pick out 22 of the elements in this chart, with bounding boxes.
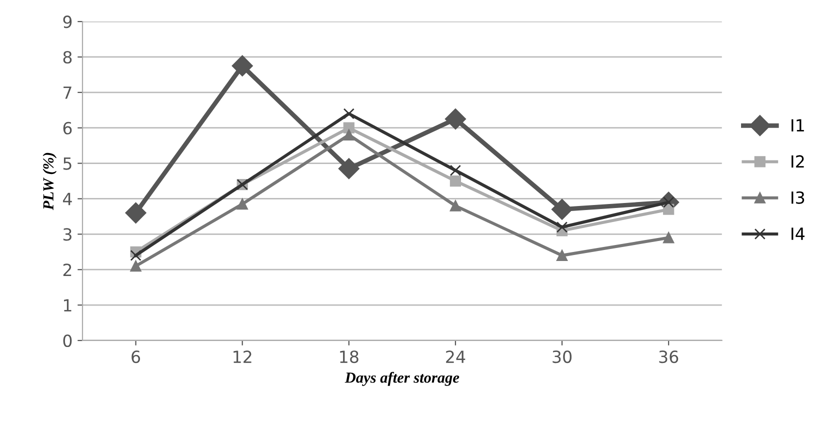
- y-tick-label: 8: [63, 50, 72, 64]
- y-tick-label: 6: [63, 122, 72, 134]
- x-tick-label: 36: [659, 350, 678, 364]
- y-tick-label: 3: [63, 228, 72, 241]
- y-tick-label: 5: [63, 157, 72, 170]
- y-axis-title: PLW (%): [42, 152, 57, 210]
- legend-label: I4: [792, 228, 805, 240]
- y-tick-label: 2: [63, 264, 72, 276]
- y-tick-label: 9: [63, 16, 72, 28]
- x-tick-label: 24: [446, 350, 466, 363]
- x-tick-label: 18: [340, 350, 358, 364]
- x-axis-title: Days after storage: [344, 372, 460, 386]
- y-tick-label: 4: [62, 192, 72, 206]
- x-tick-label: 12: [234, 350, 252, 363]
- x-tick-label: 30: [552, 350, 572, 364]
- legend-label: I2: [792, 155, 804, 168]
- x-tick-label: 6: [132, 350, 140, 364]
- legend-label: I3: [792, 191, 804, 204]
- y-tick-label: 7: [64, 86, 72, 99]
- y-tick-label: 1: [64, 299, 72, 312]
- y-tick-label: 0: [63, 334, 72, 348]
- legend-label: I1: [792, 119, 804, 132]
